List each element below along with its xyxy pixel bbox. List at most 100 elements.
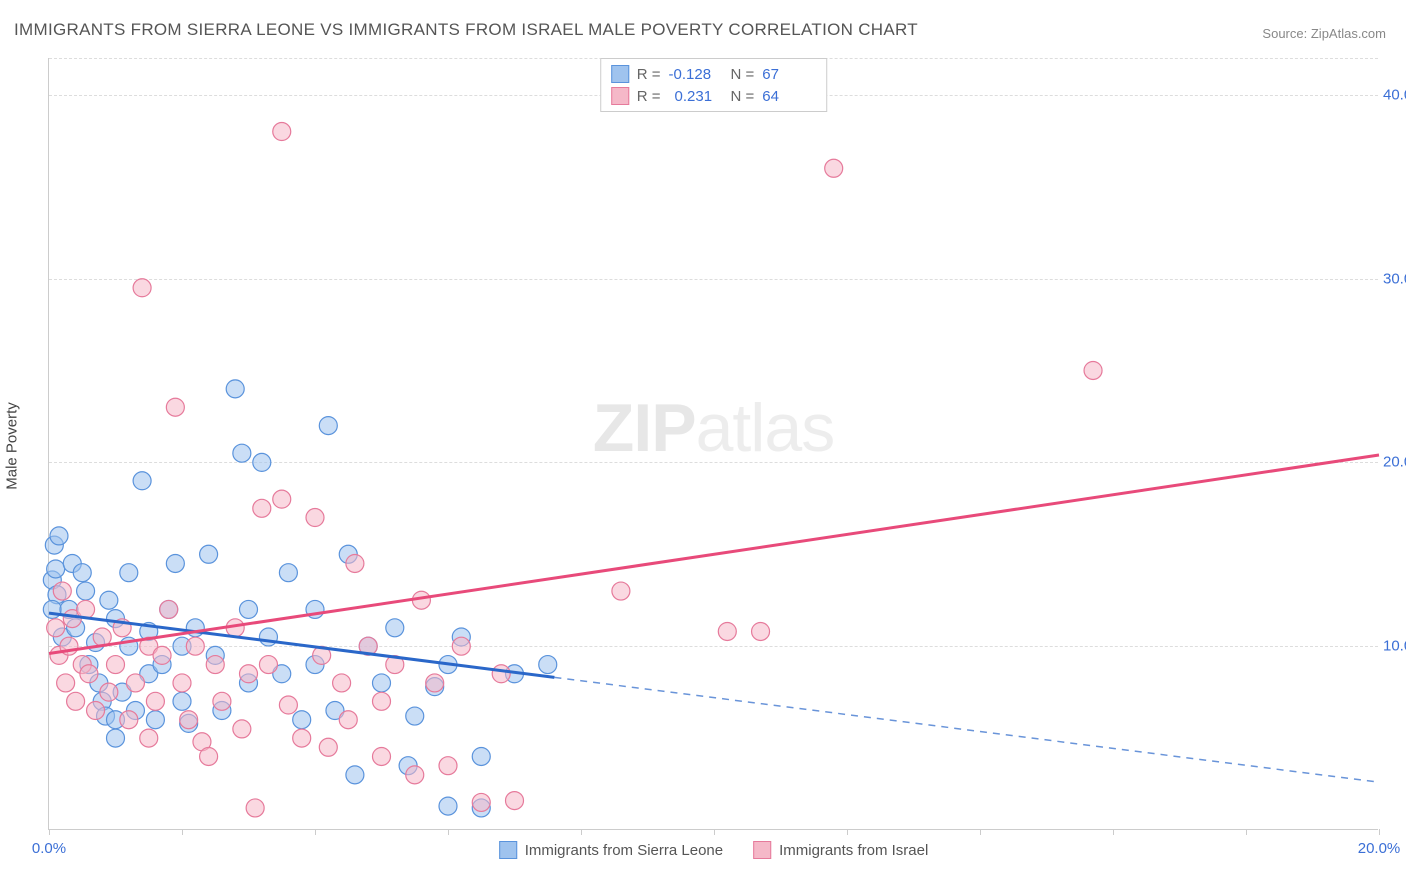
scatter-point bbox=[240, 600, 258, 618]
legend-label-israel: Immigrants from Israel bbox=[779, 842, 928, 859]
scatter-point bbox=[273, 490, 291, 508]
scatter-point bbox=[319, 417, 337, 435]
scatter-point bbox=[612, 582, 630, 600]
scatter-point bbox=[47, 560, 65, 578]
scatter-point bbox=[120, 711, 138, 729]
xtick-label: 0.0% bbox=[32, 840, 66, 857]
xtick bbox=[315, 829, 316, 835]
xtick bbox=[980, 829, 981, 835]
scatter-point bbox=[406, 707, 424, 725]
scatter-point bbox=[140, 729, 158, 747]
legend-swatch-blue bbox=[611, 65, 629, 83]
scatter-point bbox=[173, 692, 191, 710]
ytick-label: 10.0% bbox=[1383, 638, 1406, 655]
xtick bbox=[182, 829, 183, 835]
scatter-point bbox=[339, 711, 357, 729]
chart-svg bbox=[49, 58, 1378, 829]
legend-item-sierra-leone: Immigrants from Sierra Leone bbox=[499, 841, 723, 859]
trend-line-dashed bbox=[554, 677, 1379, 782]
scatter-point bbox=[126, 674, 144, 692]
scatter-point bbox=[107, 729, 125, 747]
scatter-point bbox=[77, 582, 95, 600]
source-attribution: Source: ZipAtlas.com bbox=[1262, 26, 1386, 41]
scatter-point bbox=[57, 674, 75, 692]
trend-line bbox=[49, 455, 1379, 654]
source-label: Source: bbox=[1262, 26, 1307, 41]
scatter-point bbox=[406, 766, 424, 784]
scatter-point bbox=[200, 747, 218, 765]
legend-series: Immigrants from Sierra Leone Immigrants … bbox=[499, 841, 929, 859]
legend-label-sierra-leone: Immigrants from Sierra Leone bbox=[525, 842, 723, 859]
scatter-point bbox=[200, 545, 218, 563]
scatter-point bbox=[166, 554, 184, 572]
scatter-point bbox=[67, 692, 85, 710]
xtick-label: 20.0% bbox=[1358, 840, 1401, 857]
scatter-point bbox=[246, 799, 264, 817]
scatter-point bbox=[373, 747, 391, 765]
scatter-point bbox=[346, 554, 364, 572]
scatter-point bbox=[346, 766, 364, 784]
scatter-point bbox=[133, 472, 151, 490]
scatter-point bbox=[146, 711, 164, 729]
scatter-point bbox=[306, 509, 324, 527]
scatter-point bbox=[426, 674, 444, 692]
legend-stats: R =-0.128 N =67 R =0.231 N =64 bbox=[600, 58, 828, 112]
scatter-point bbox=[100, 591, 118, 609]
chart-title: IMMIGRANTS FROM SIERRA LEONE VS IMMIGRAN… bbox=[14, 20, 918, 40]
scatter-point bbox=[50, 527, 68, 545]
scatter-point bbox=[206, 656, 224, 674]
scatter-point bbox=[492, 665, 510, 683]
scatter-point bbox=[452, 637, 470, 655]
scatter-point bbox=[439, 757, 457, 775]
xtick bbox=[1379, 829, 1380, 835]
scatter-point bbox=[293, 711, 311, 729]
xtick bbox=[49, 829, 50, 835]
scatter-point bbox=[472, 747, 490, 765]
legend-stats-row-2: R =0.231 N =64 bbox=[611, 85, 817, 107]
scatter-point bbox=[386, 619, 404, 637]
scatter-point bbox=[47, 619, 65, 637]
scatter-point bbox=[233, 720, 251, 738]
xtick bbox=[847, 829, 848, 835]
source-link[interactable]: ZipAtlas.com bbox=[1311, 26, 1386, 41]
scatter-point bbox=[279, 564, 297, 582]
scatter-point bbox=[233, 444, 251, 462]
ytick-label: 30.0% bbox=[1383, 270, 1406, 287]
legend-swatch-pink bbox=[611, 87, 629, 105]
scatter-point bbox=[279, 696, 297, 714]
scatter-point bbox=[133, 279, 151, 297]
scatter-point bbox=[180, 711, 198, 729]
xtick bbox=[714, 829, 715, 835]
legend-stats-row-1: R =-0.128 N =67 bbox=[611, 63, 817, 85]
xtick bbox=[581, 829, 582, 835]
scatter-point bbox=[293, 729, 311, 747]
ytick-label: 20.0% bbox=[1383, 454, 1406, 471]
scatter-point bbox=[166, 398, 184, 416]
scatter-point bbox=[226, 380, 244, 398]
legend-item-israel: Immigrants from Israel bbox=[753, 841, 928, 859]
scatter-point bbox=[253, 499, 271, 517]
scatter-point bbox=[718, 622, 736, 640]
scatter-point bbox=[153, 646, 171, 664]
scatter-point bbox=[373, 692, 391, 710]
scatter-point bbox=[120, 564, 138, 582]
scatter-point bbox=[506, 792, 524, 810]
ytick-label: 40.0% bbox=[1383, 86, 1406, 103]
scatter-point bbox=[472, 793, 490, 811]
scatter-point bbox=[186, 637, 204, 655]
y-axis-label: Male Poverty bbox=[4, 402, 21, 490]
scatter-point bbox=[146, 692, 164, 710]
scatter-point bbox=[100, 683, 118, 701]
scatter-point bbox=[752, 622, 770, 640]
scatter-point bbox=[333, 674, 351, 692]
scatter-point bbox=[160, 600, 178, 618]
scatter-point bbox=[107, 656, 125, 674]
scatter-point bbox=[319, 738, 337, 756]
xtick bbox=[1113, 829, 1114, 835]
scatter-point bbox=[259, 656, 277, 674]
scatter-point bbox=[373, 674, 391, 692]
xtick bbox=[448, 829, 449, 835]
xtick bbox=[1246, 829, 1247, 835]
scatter-point bbox=[240, 665, 258, 683]
scatter-point bbox=[439, 797, 457, 815]
